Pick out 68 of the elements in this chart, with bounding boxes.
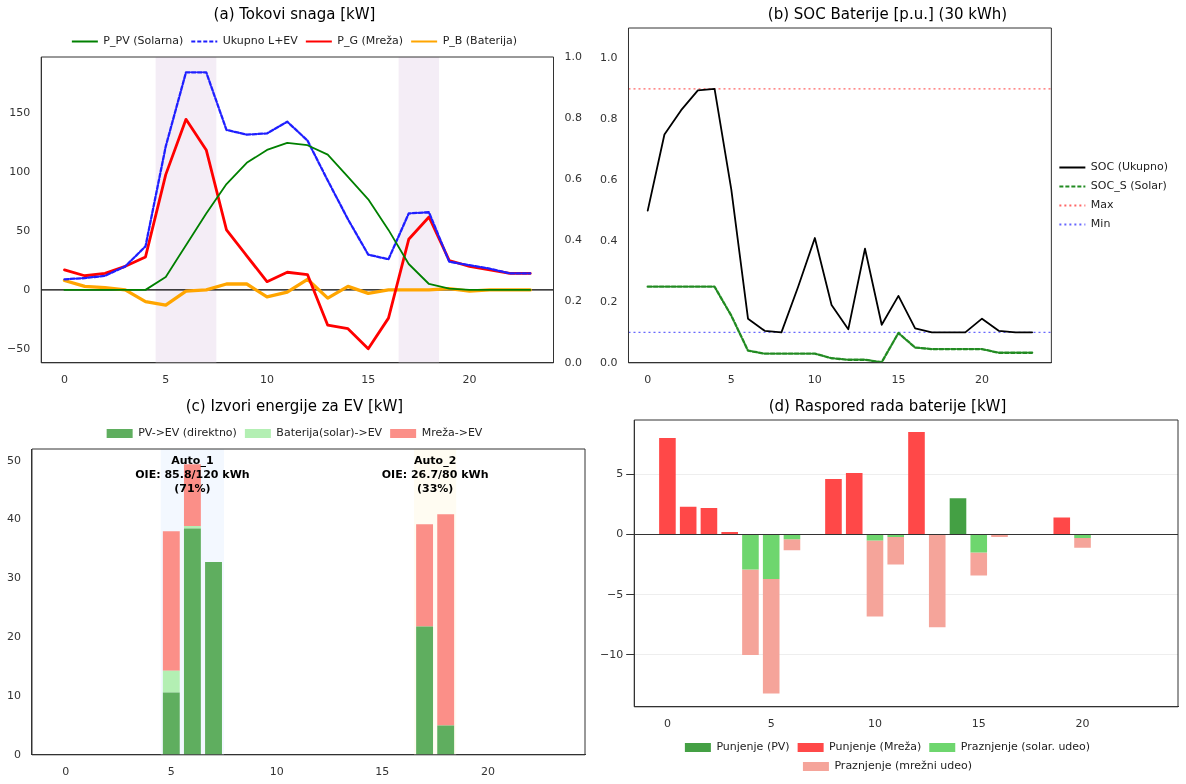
x-tick-label: 10: [867, 717, 882, 731]
chart-title: (d) Raspored rada baterije [kW]: [768, 396, 1007, 415]
y-tick-label: 0.2: [599, 294, 618, 308]
legend-label: Ukupno L+EV: [222, 34, 299, 48]
legend-label: PV->EV (direktno): [138, 426, 237, 440]
y2-tick-label: 0.2: [564, 294, 583, 308]
y2-tick-label: 1.0: [564, 49, 583, 63]
legend-label: Punjenje (Mreža): [829, 740, 922, 754]
y-tick-label: 0.4: [599, 233, 618, 247]
y-tick-label: 0.0: [599, 355, 618, 369]
legend-label: Punjenje (PV): [716, 740, 790, 754]
x-tick-label: 15: [361, 373, 376, 387]
y-tick-label: 100: [9, 165, 31, 179]
y-tick-label: 0: [23, 282, 31, 296]
y2-tick-label: 0.4: [564, 233, 583, 247]
x-tick-label: 10: [259, 373, 274, 387]
y-tick-label: 30: [7, 571, 21, 585]
x-tick-label: 15: [971, 717, 986, 731]
chart-title: (c) Izvori energije za EV [kW]: [185, 396, 404, 415]
y-tick-label: 0: [14, 747, 21, 761]
legend-label: P_G (Mreža): [337, 34, 404, 48]
legend-label: Max: [1090, 198, 1115, 212]
x-tick-label: 10: [807, 373, 822, 387]
y2-tick-label: 0.8: [564, 111, 583, 125]
x-tick-label: 0: [61, 373, 68, 387]
y-tick-label: −5: [607, 587, 624, 601]
x-tick-label: 20: [480, 765, 495, 779]
legend-label: Baterija(solar)->EV: [276, 426, 383, 440]
x-tick-label: 0: [62, 765, 70, 779]
y-tick-label: 40: [7, 512, 21, 526]
legend-label: Mreža->EV: [421, 426, 483, 440]
band-label: Auto_1 OIE: 85.8/120 kWh (71%): [135, 454, 250, 496]
x-tick-label: 15: [375, 765, 390, 779]
y-tick-label: 10: [7, 688, 21, 702]
legend-label: P_B (Baterija): [442, 34, 518, 48]
y-tick-label: −50: [7, 341, 31, 355]
x-tick-label: 15: [891, 373, 906, 387]
y-tick-label: 0.6: [599, 173, 618, 187]
x-tick-label: 5: [162, 373, 170, 387]
x-tick-label: 5: [767, 717, 775, 731]
y-tick-label: 150: [9, 106, 31, 120]
x-tick-label: 0: [644, 373, 652, 387]
legend-label: SOC_S (Solar): [1090, 179, 1167, 193]
x-tick-label: 0: [663, 717, 671, 731]
x-tick-label: 10: [269, 765, 284, 779]
x-tick-label: 5: [727, 373, 735, 387]
y2-tick-label: 0.6: [564, 172, 583, 186]
y-tick-label: −10: [600, 647, 624, 661]
legend-label: Praznjenje (solar. udeo): [960, 740, 1091, 754]
chart-title: (b) SOC Baterije [p.u.] (30 kWh): [767, 4, 1008, 23]
legend-label: Praznjenje (mrežni udeo): [834, 759, 973, 773]
y-tick-label: 20: [7, 630, 21, 644]
x-tick-label: 20: [1075, 717, 1090, 731]
chart-title: (a) Tokovi snaga [kW]: [213, 4, 376, 23]
y-tick-label: 50: [7, 453, 21, 467]
legend-label: Min: [1090, 217, 1111, 231]
x-tick-label: 20: [462, 373, 477, 387]
legend-label: P_PV (Solarna): [103, 34, 184, 48]
y-tick-label: 50: [16, 223, 31, 237]
y-tick-label: 0: [616, 527, 624, 541]
y-tick-label: 5: [616, 467, 624, 481]
legend-label: SOC (Ukupno): [1090, 160, 1168, 174]
y2-tick-label: 0.0: [564, 355, 583, 369]
y-tick-label: 1.0: [599, 51, 618, 65]
y-tick-label: 0.8: [599, 112, 618, 126]
band-label: Auto_2 OIE: 26.7/80 kWh (33%): [381, 454, 489, 496]
x-tick-label: 20: [975, 373, 989, 387]
x-tick-label: 5: [167, 765, 175, 779]
